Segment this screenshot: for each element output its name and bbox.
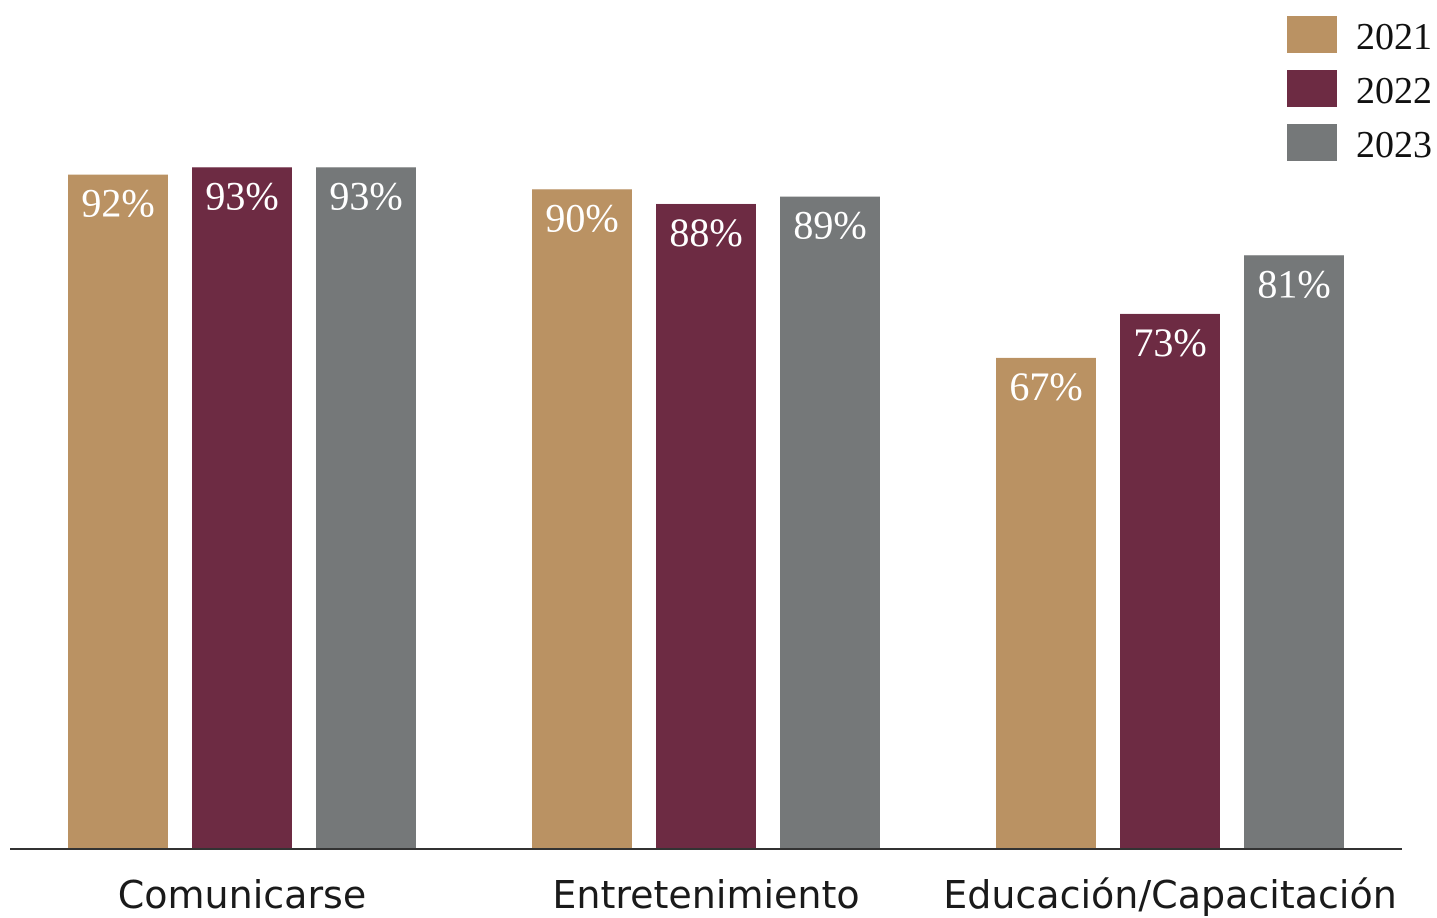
bar-entretenimiento-2021 [532,189,632,849]
bars-group [68,167,1344,849]
bar-value-label: 92% [81,181,154,226]
bar-value-label: 90% [545,195,618,240]
bar-entretenimiento-2022 [656,204,756,849]
bar-value-label: 73% [1133,320,1206,365]
legend: 2021 2022 2023 [1287,16,1432,166]
bar-value-label: 67% [1009,364,1082,409]
bar-comunicarse-2023 [316,167,416,849]
bar-value-label: 81% [1257,261,1330,306]
legend-label-2023: 2023 [1356,124,1432,166]
bar-comunicarse-2021 [68,175,168,849]
bar-value-label: 89% [793,203,866,248]
bar-educaci-n-capacitaci-n-2021 [996,358,1096,849]
legend-label-2022: 2022 [1356,70,1432,112]
bar-educaci-n-capacitaci-n-2022 [1120,314,1220,849]
bar-comunicarse-2022 [192,167,292,849]
bar-value-label: 88% [669,210,742,255]
bar-educaci-n-capacitaci-n-2023 [1244,255,1344,849]
category-label: Educación/Capacitación [943,873,1397,917]
legend-swatch-2023 [1287,124,1337,161]
bar-value-label: 93% [205,173,278,218]
bar-entretenimiento-2023 [780,197,880,849]
bar-value-label: 93% [329,173,402,218]
category-label: Comunicarse [118,873,367,917]
legend-swatch-2021 [1287,16,1337,53]
legend-swatch-2022 [1287,70,1337,107]
legend-label-2021: 2021 [1356,16,1432,58]
category-labels-group: Comunicarse Entretenimiento Educación/Capa… [118,873,1397,917]
category-label: Entretenimiento [552,873,859,917]
